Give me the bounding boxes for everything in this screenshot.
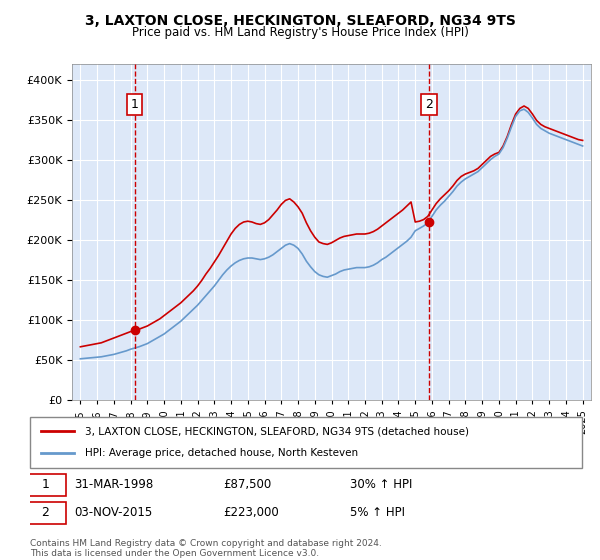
Text: 30% ↑ HPI: 30% ↑ HPI xyxy=(350,478,413,492)
Text: £87,500: £87,500 xyxy=(223,478,271,492)
Text: 31-MAR-1998: 31-MAR-1998 xyxy=(74,478,154,492)
Text: HPI: Average price, detached house, North Kesteven: HPI: Average price, detached house, Nort… xyxy=(85,449,358,459)
Text: 2: 2 xyxy=(41,506,49,520)
Text: 5% ↑ HPI: 5% ↑ HPI xyxy=(350,506,405,520)
FancyBboxPatch shape xyxy=(30,417,582,468)
Text: £223,000: £223,000 xyxy=(223,506,279,520)
Text: Price paid vs. HM Land Registry's House Price Index (HPI): Price paid vs. HM Land Registry's House … xyxy=(131,26,469,39)
Text: 2: 2 xyxy=(425,98,433,111)
Text: 3, LAXTON CLOSE, HECKINGTON, SLEAFORD, NG34 9TS: 3, LAXTON CLOSE, HECKINGTON, SLEAFORD, N… xyxy=(85,14,515,28)
Text: 03-NOV-2015: 03-NOV-2015 xyxy=(74,506,152,520)
FancyBboxPatch shape xyxy=(25,474,66,496)
Text: Contains HM Land Registry data © Crown copyright and database right 2024.
This d: Contains HM Land Registry data © Crown c… xyxy=(30,539,382,558)
FancyBboxPatch shape xyxy=(25,502,66,524)
Text: 1: 1 xyxy=(41,478,49,492)
Text: 3, LAXTON CLOSE, HECKINGTON, SLEAFORD, NG34 9TS (detached house): 3, LAXTON CLOSE, HECKINGTON, SLEAFORD, N… xyxy=(85,426,469,436)
Text: 1: 1 xyxy=(131,98,139,111)
